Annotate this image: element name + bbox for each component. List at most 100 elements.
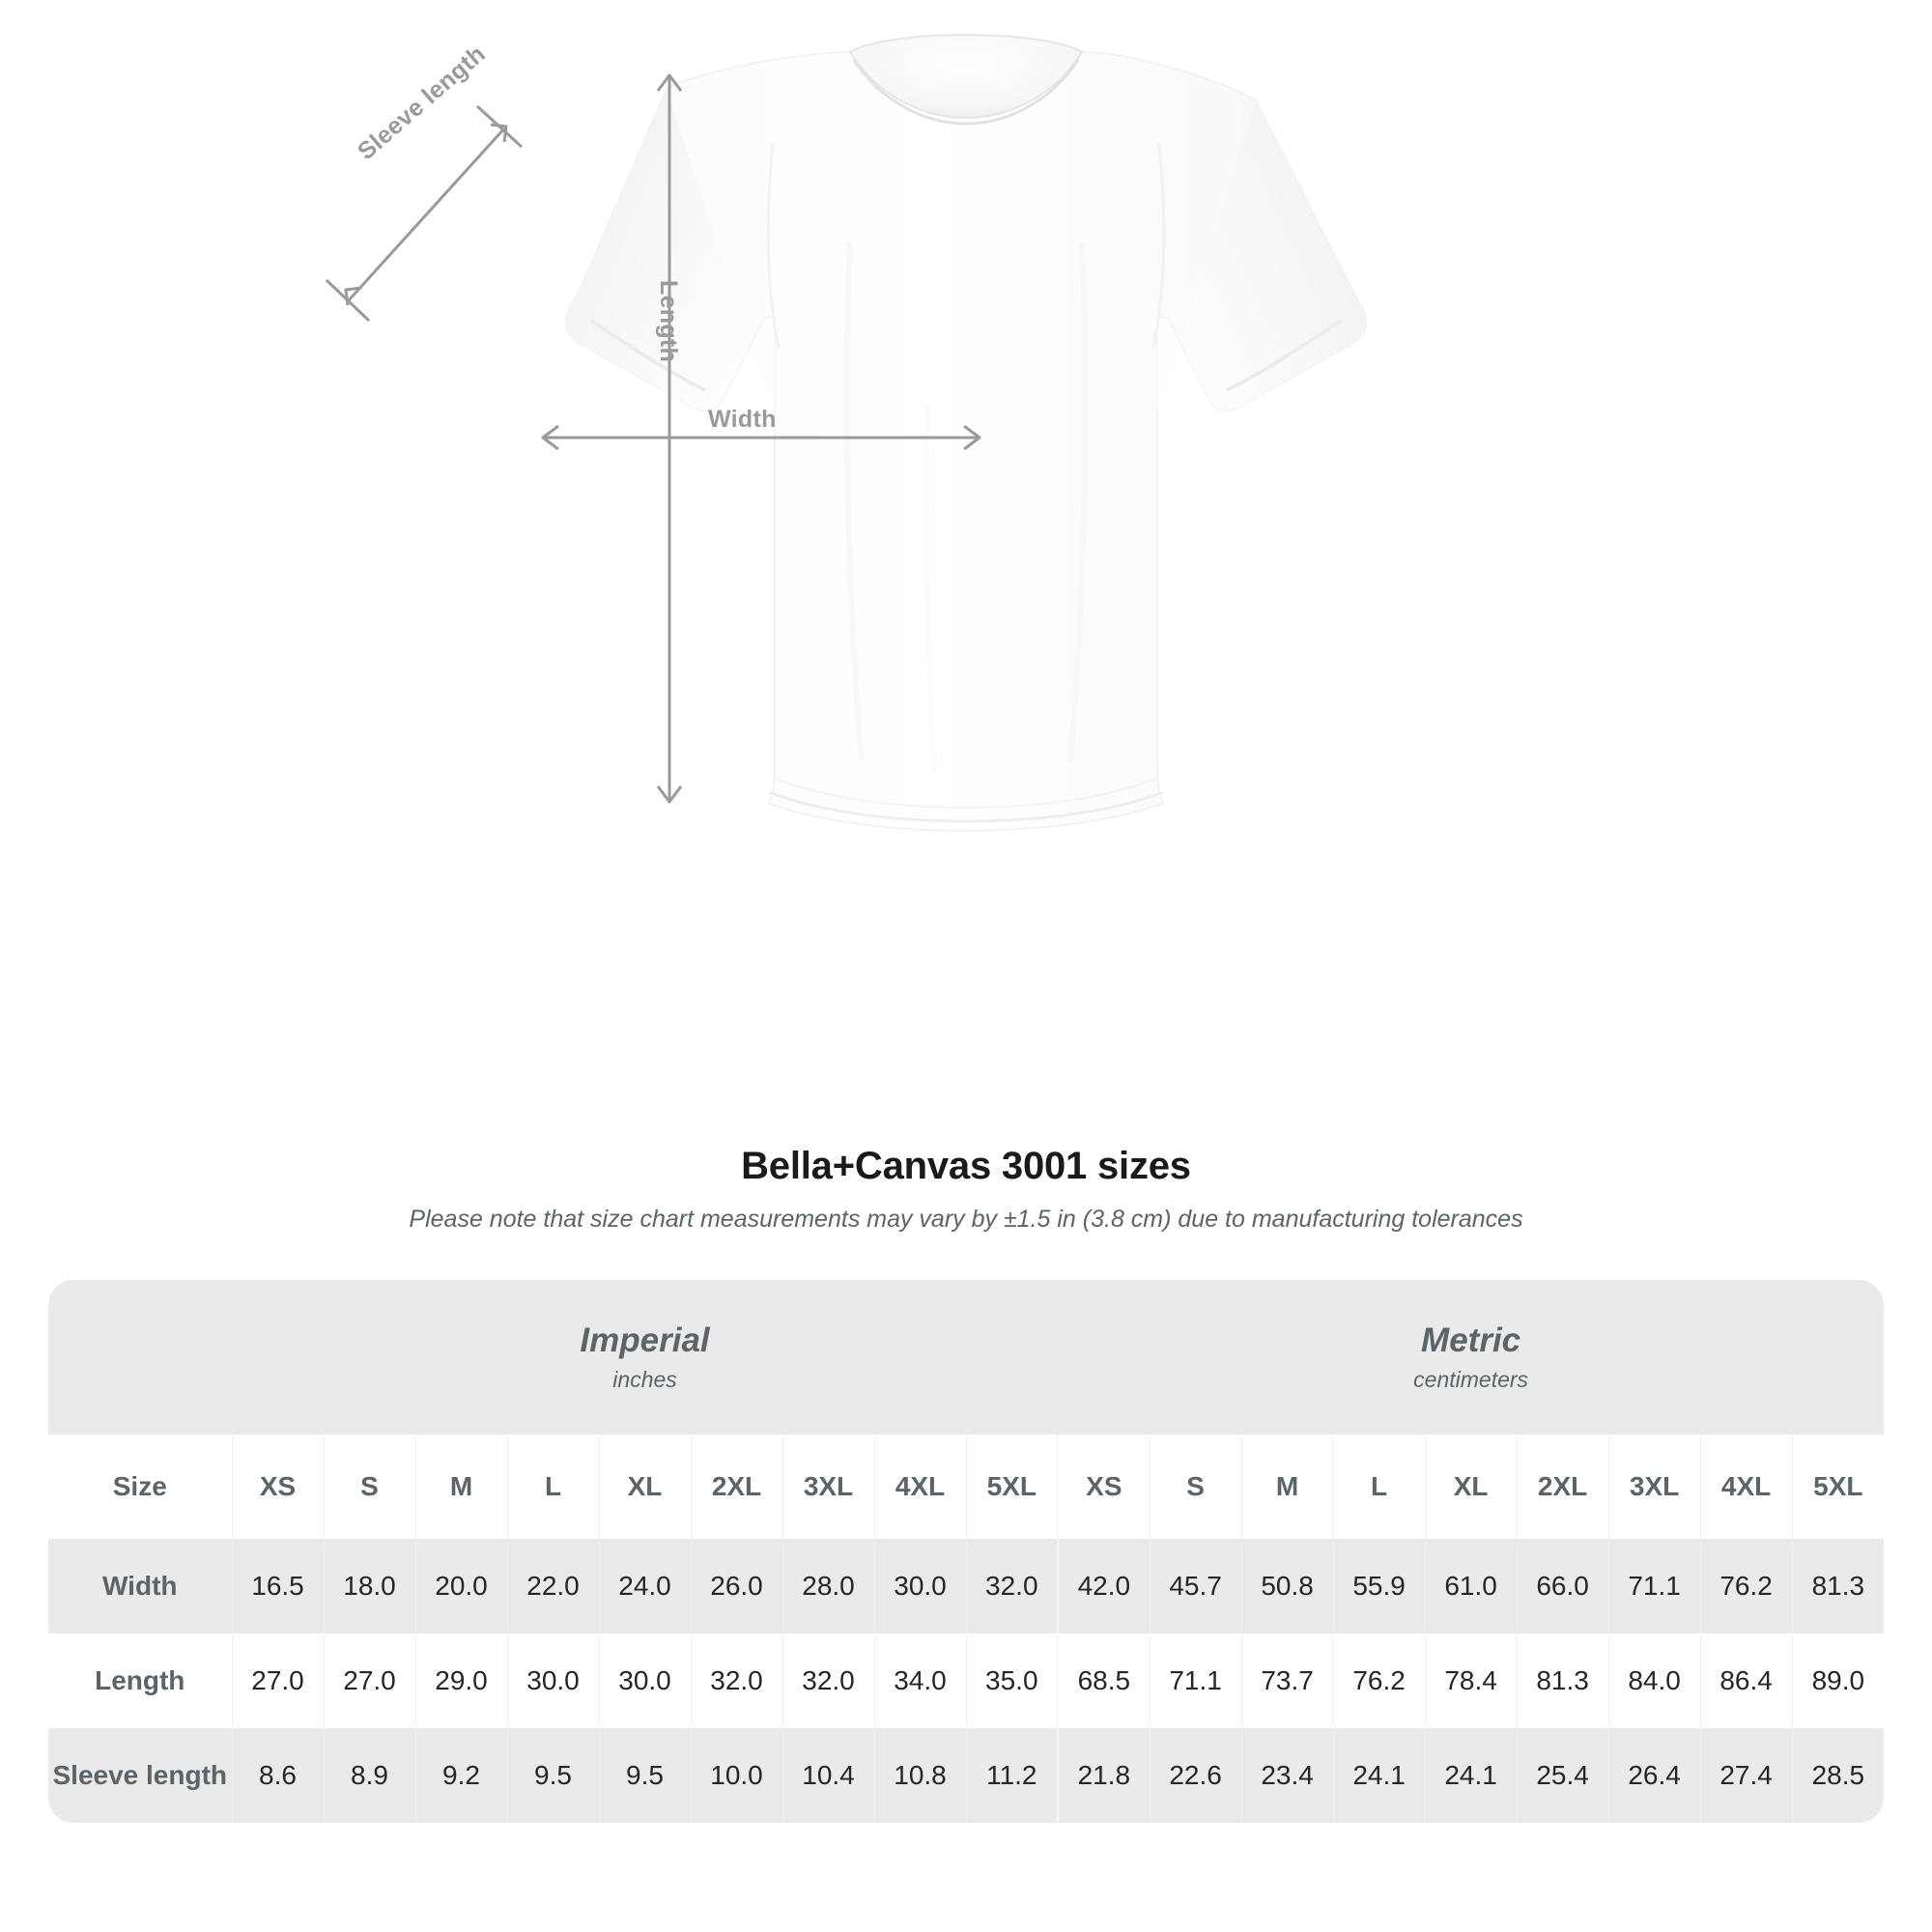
cell-length-metric-s: 71.1 [1149,1634,1242,1728]
tshirt-diagram: Sleeve length Length Width [325,33,1367,832]
cell-width-imperial-5xl: 32.0 [965,1539,1059,1634]
cell-sleeve-imperial-m: 9.2 [414,1728,507,1823]
size-header-metric-3xl: 3XL [1607,1435,1701,1539]
cell-sleeve-imperial-xl: 9.5 [598,1728,691,1823]
cell-width-metric-m: 50.8 [1240,1539,1334,1634]
cell-width-metric-5xl: 81.3 [1791,1539,1885,1634]
cell-sleeve-imperial-4xl: 10.8 [873,1728,966,1823]
unit-group-imperial-name: Imperial [580,1321,710,1360]
size-header-row: Size XS S M L XL 2XL 3XL 4XL 5XL XS S M … [48,1435,1885,1539]
cell-width-imperial-xl: 24.0 [598,1539,691,1634]
cell-length-metric-l: 76.2 [1332,1634,1426,1728]
cell-sleeve-metric-2xl: 25.4 [1516,1728,1609,1823]
unit-group-row: Imperial inches Metric centimeters [48,1280,1885,1435]
cell-sleeve-metric-4xl: 27.4 [1699,1728,1793,1823]
cell-width-imperial-4xl: 30.0 [873,1539,966,1634]
shirt-body-shape [565,33,1367,832]
size-header-metric-m: M [1240,1435,1334,1539]
cell-length-imperial-4xl: 34.0 [873,1634,966,1728]
cell-length-imperial-xs: 27.0 [231,1634,324,1728]
size-header-metric-xs: XS [1057,1435,1151,1539]
row-label-sleeve-length: Sleeve length [48,1728,232,1823]
unit-group-imperial-sub: inches [612,1367,677,1393]
cell-width-imperial-s: 18.0 [323,1539,415,1634]
size-header-metric-xl: XL [1424,1435,1518,1539]
size-header-imperial-2xl: 2XL [690,1435,782,1539]
cell-length-metric-5xl: 89.0 [1791,1634,1885,1728]
width-guide [541,424,981,451]
cell-width-metric-4xl: 76.2 [1699,1539,1793,1634]
cell-sleeve-metric-s: 22.6 [1149,1728,1242,1823]
size-header-metric-5xl: 5XL [1791,1435,1885,1539]
row-label-length: Length [48,1634,232,1728]
table-row: Sleeve length 8.6 8.9 9.2 9.5 9.5 10.0 1… [48,1728,1885,1823]
cell-sleeve-imperial-xs: 8.6 [231,1728,324,1823]
size-header-imperial-l: L [506,1435,599,1539]
table-row: Width 16.5 18.0 20.0 22.0 24.0 26.0 28.0… [48,1539,1885,1634]
cell-width-imperial-2xl: 26.0 [690,1539,782,1634]
size-header-imperial-s: S [323,1435,415,1539]
cell-sleeve-metric-3xl: 26.4 [1607,1728,1701,1823]
cell-sleeve-imperial-s: 8.9 [323,1728,415,1823]
cell-length-metric-3xl: 84.0 [1607,1634,1701,1728]
size-header-imperial-5xl: 5XL [965,1435,1059,1539]
cell-sleeve-metric-m: 23.4 [1240,1728,1334,1823]
unit-group-metric: Metric centimeters [1058,1280,1885,1435]
cell-width-imperial-l: 22.0 [506,1539,599,1634]
size-header-metric-4xl: 4XL [1699,1435,1793,1539]
cell-width-metric-xs: 42.0 [1057,1539,1151,1634]
cell-sleeve-imperial-3xl: 10.4 [781,1728,874,1823]
unit-group-metric-name: Metric [1421,1321,1521,1360]
cell-sleeve-metric-5xl: 28.5 [1791,1728,1885,1823]
length-label: Length [655,280,682,363]
size-header-imperial-3xl: 3XL [781,1435,874,1539]
width-label: Width [708,406,777,433]
size-header-imperial-m: M [414,1435,507,1539]
cell-length-imperial-m: 29.0 [414,1634,507,1728]
cell-sleeve-imperial-2xl: 10.0 [690,1728,782,1823]
size-table-container: Imperial inches Metric centimeters Size … [48,1280,1885,1823]
cell-length-metric-2xl: 81.3 [1516,1634,1609,1728]
table-row: Length 27.0 27.0 29.0 30.0 30.0 32.0 32.… [48,1634,1885,1728]
size-header-metric-2xl: 2XL [1516,1435,1609,1539]
tolerance-note: Please note that size chart measurements… [409,1206,1523,1233]
cell-width-metric-xl: 61.0 [1424,1539,1518,1634]
cell-length-imperial-xl: 30.0 [598,1634,691,1728]
page-title: Bella+Canvas 3001 sizes [741,1145,1191,1187]
cell-width-metric-3xl: 71.1 [1607,1539,1701,1634]
unit-group-metric-sub: centimeters [1413,1367,1529,1393]
unit-group-imperial: Imperial inches [232,1280,1059,1435]
sleeve-length-guide [325,104,524,323]
cell-length-imperial-5xl: 35.0 [965,1634,1059,1728]
cell-width-imperial-xs: 16.5 [231,1539,324,1634]
cell-length-imperial-2xl: 32.0 [690,1634,782,1728]
cell-width-metric-2xl: 66.0 [1516,1539,1609,1634]
cell-sleeve-imperial-5xl: 11.2 [965,1728,1059,1823]
cell-width-metric-l: 55.9 [1332,1539,1426,1634]
size-header-imperial-4xl: 4XL [873,1435,966,1539]
measurement-guides [325,73,981,804]
cell-length-imperial-s: 27.0 [323,1634,415,1728]
cell-length-metric-xs: 68.5 [1057,1634,1151,1728]
size-header-label: Size [48,1435,232,1539]
size-header-imperial-xs: XS [231,1435,324,1539]
row-label-width: Width [48,1539,232,1634]
cell-length-imperial-3xl: 32.0 [781,1634,874,1728]
cell-sleeve-metric-xl: 24.1 [1424,1728,1518,1823]
chart-heading-block: Bella+Canvas 3001 sizes Please note that… [0,1145,1932,1234]
unit-row-spacer [48,1280,232,1435]
size-table: Imperial inches Metric centimeters Size … [48,1280,1885,1823]
size-header-imperial-xl: XL [598,1435,691,1539]
cell-width-imperial-3xl: 28.0 [781,1539,874,1634]
cell-width-metric-s: 45.7 [1149,1539,1242,1634]
cell-width-imperial-m: 20.0 [414,1539,507,1634]
size-header-metric-l: L [1332,1435,1426,1539]
cell-length-metric-xl: 78.4 [1424,1634,1518,1728]
cell-sleeve-metric-xs: 21.8 [1057,1728,1151,1823]
cell-sleeve-metric-l: 24.1 [1332,1728,1426,1823]
cell-length-metric-4xl: 86.4 [1699,1634,1793,1728]
size-header-metric-s: S [1149,1435,1242,1539]
cell-length-imperial-l: 30.0 [506,1634,599,1728]
cell-length-metric-m: 73.7 [1240,1634,1334,1728]
